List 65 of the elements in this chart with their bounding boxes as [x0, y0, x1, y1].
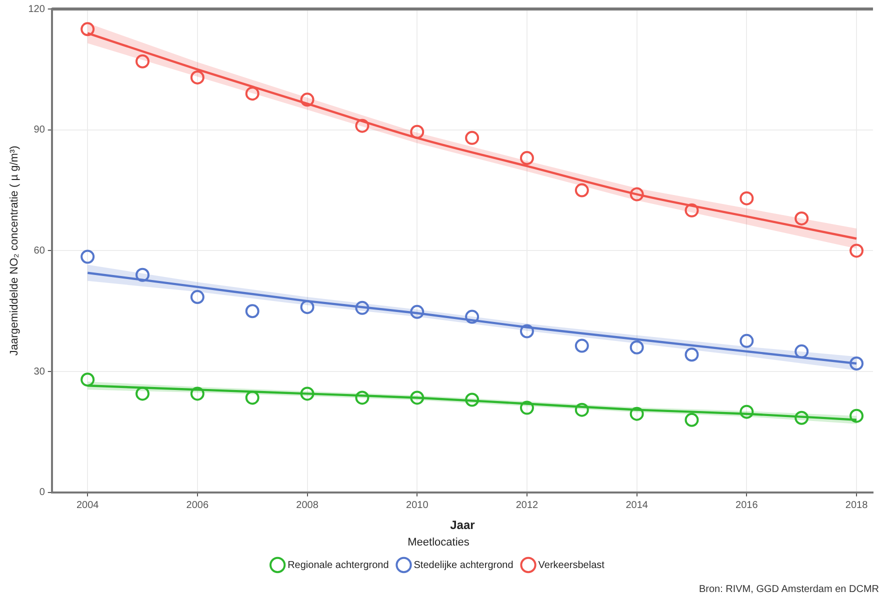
point — [574, 338, 589, 353]
point — [520, 151, 534, 166]
point — [630, 187, 644, 202]
y-tick-label: 60 — [34, 245, 46, 256]
point — [684, 203, 699, 218]
point — [520, 324, 534, 338]
legend-title: Meetlocaties — [408, 536, 470, 548]
point — [245, 390, 260, 405]
y-tick-label: 0 — [39, 487, 46, 498]
point — [300, 92, 314, 107]
point — [630, 340, 644, 354]
x-tick-label: 2008 — [296, 500, 319, 512]
x-tick-label: 2006 — [186, 500, 209, 512]
point — [410, 390, 424, 405]
point — [80, 372, 95, 387]
point — [410, 124, 424, 139]
point — [300, 386, 314, 401]
point — [465, 392, 480, 407]
point — [80, 250, 95, 264]
point — [850, 408, 864, 423]
point — [740, 404, 754, 419]
y-tick-label: 90 — [34, 124, 46, 136]
point — [465, 310, 480, 324]
x-tick-label: 2018 — [845, 500, 868, 512]
point — [410, 304, 424, 319]
point — [794, 410, 809, 425]
point — [740, 191, 754, 206]
x-tick-label: 2010 — [406, 500, 429, 512]
point — [355, 118, 370, 133]
x-tick-label: 2016 — [736, 500, 758, 512]
point — [355, 390, 370, 405]
point — [794, 211, 809, 226]
point — [850, 244, 864, 258]
y-tick-label: 30 — [34, 366, 46, 378]
point — [355, 300, 370, 315]
point — [684, 348, 699, 362]
point — [190, 290, 204, 304]
legend-label: Regionale achtergrond — [288, 560, 389, 571]
point — [136, 268, 150, 282]
point — [190, 386, 204, 401]
point — [465, 130, 480, 145]
x-axis-title: Jaar — [450, 518, 476, 532]
y-axis-title: Jaargemiddelde NO₂ concentratie ( µ g/m³) — [8, 146, 21, 356]
point — [136, 54, 150, 68]
text: Bron: RIVM, GGD Amsterdam en DCMR — [698, 584, 879, 595]
point — [245, 304, 260, 318]
point — [684, 412, 699, 427]
legend-label: Stedelijke achtergrond — [414, 560, 514, 571]
y-tick-label: 120 — [28, 4, 46, 15]
point — [190, 70, 204, 84]
point — [630, 406, 644, 421]
point — [574, 183, 589, 198]
point — [850, 356, 864, 370]
point — [520, 400, 534, 415]
point — [300, 300, 314, 314]
x-tick-label: 2014 — [626, 500, 648, 512]
point — [574, 402, 589, 417]
x-tick-label: 2004 — [76, 500, 100, 512]
point — [794, 344, 809, 358]
x-tick-label: 2012 — [516, 500, 539, 512]
point — [740, 334, 754, 348]
point — [80, 22, 95, 36]
point — [245, 86, 260, 101]
point — [136, 386, 150, 401]
legend-label: Verkeersbelast — [538, 560, 605, 571]
